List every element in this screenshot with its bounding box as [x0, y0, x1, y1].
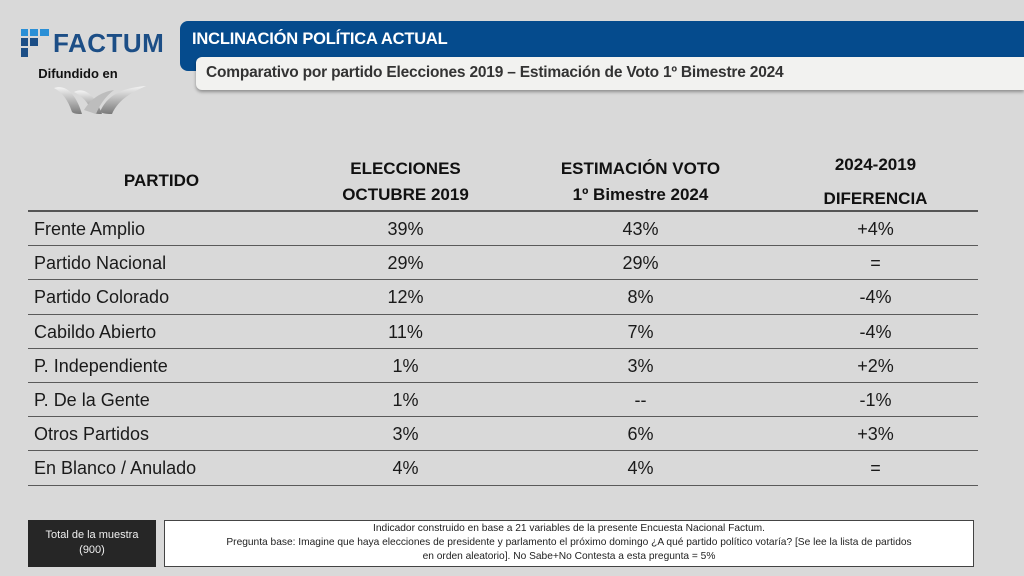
cell-estimacion-2024: 3% [627, 355, 654, 376]
cell-diferencia: = [870, 253, 881, 274]
table-row: Partido Colorado 12% 8% -4% [28, 280, 978, 315]
column-header-elecciones-2019: ELECCIONES OCTUBRE 2019 [298, 156, 513, 208]
cell-partido: Partido Nacional [34, 253, 167, 274]
sample-size: (900) [79, 544, 105, 556]
results-table: PARTIDO ELECCIONES OCTUBRE 2019 ESTIMACI… [28, 150, 978, 486]
methodology-note: Indicador construido en base a 21 variab… [164, 520, 974, 567]
sample-label: Total de la muestra [45, 529, 139, 541]
cell-elecciones-2019: 1% [392, 355, 419, 376]
tv-channel-logo-icon [54, 86, 146, 114]
table-row: Frente Amplio 39% 43% +4% [28, 212, 978, 247]
cell-elecciones-2019: 39% [387, 219, 424, 239]
sample-size-box: Total de la muestra (900) [28, 520, 156, 567]
note-line: Pregunta base: Imagine que haya eleccion… [226, 537, 912, 548]
cell-estimacion-2024: 6% [627, 424, 654, 445]
cell-estimacion-2024: 8% [627, 287, 654, 308]
cell-diferencia: -1% [859, 389, 892, 410]
cell-elecciones-2019: 1% [392, 389, 419, 410]
cell-estimacion-2024: 4% [627, 458, 654, 479]
page-title: INCLINACIÓN POLÍTICA ACTUAL [192, 30, 448, 48]
cell-estimacion-2024: 29% [622, 253, 659, 274]
cell-partido: Otros Partidos [34, 424, 150, 445]
note-line: Indicador construido en base a 21 variab… [373, 523, 765, 534]
column-header-line: DIFERENCIA [823, 189, 928, 208]
cell-diferencia: -4% [859, 287, 892, 308]
cell-diferencia: +4% [857, 219, 894, 239]
column-header-diferencia: 2024-2019 DIFERENCIA [768, 148, 983, 216]
cell-elecciones-2019: 11% [388, 321, 423, 342]
cell-partido: Partido Colorado [34, 287, 170, 308]
cell-diferencia: = [870, 458, 881, 479]
cell-diferencia: +3% [857, 424, 894, 445]
cell-elecciones-2019: 29% [387, 253, 424, 274]
cell-estimacion-2024: -- [634, 389, 647, 410]
table-row: Otros Partidos 3% 6% +3% [28, 417, 978, 452]
factum-logo: FACTUM [20, 27, 170, 61]
broadcast-label: Difundido en [38, 66, 118, 81]
subtitle-bar: Comparativo por partido Elecciones 2019 … [196, 57, 1024, 90]
cell-estimacion-2024: 43% [622, 219, 659, 239]
column-header-estimacion-2024: ESTIMACIÓN VOTO 1º Bimestre 2024 [533, 156, 748, 208]
cell-elecciones-2019: 4% [392, 458, 419, 479]
table-row: P. Independiente 1% 3% +2% [28, 349, 978, 383]
factum-mark-icon [21, 29, 49, 57]
column-header-line: ESTIMACIÓN VOTO [560, 159, 721, 178]
cell-estimacion-2024: 7% [627, 321, 654, 342]
cell-partido: Cabildo Abierto [34, 321, 157, 342]
table-row: Partido Nacional 29% 29% = [28, 246, 978, 281]
note-line: en orden aleatorio]. No Sabe+No Contesta… [422, 551, 716, 562]
table-row: P. De la Gente 1% -- -1% [28, 383, 978, 418]
cell-diferencia: +2% [857, 355, 894, 376]
column-header-partido-label: PARTIDO [123, 171, 200, 190]
column-header-line: ELECCIONES [350, 159, 461, 178]
column-header-line: 2024-2019 [834, 155, 917, 174]
cell-partido: P. De la Gente [34, 389, 150, 410]
cell-elecciones-2019: 3% [392, 424, 419, 445]
table-row: En Blanco / Anulado 4% 4% = [28, 451, 978, 486]
cell-partido: En Blanco / Anulado [34, 458, 197, 479]
table-header: PARTIDO ELECCIONES OCTUBRE 2019 ESTIMACI… [28, 150, 978, 212]
column-header-partido: PARTIDO [68, 168, 255, 194]
cell-elecciones-2019: 12% [387, 287, 424, 308]
page-subtitle: Comparativo por partido Elecciones 2019 … [206, 64, 784, 81]
cell-diferencia: -4% [859, 321, 892, 342]
table-row: Cabildo Abierto 11% 7% -4% [28, 315, 978, 349]
cell-partido: Frente Amplio [34, 219, 146, 239]
column-header-line: 1º Bimestre 2024 [572, 185, 709, 204]
cell-partido: P. Independiente [34, 355, 168, 376]
brand-name: FACTUM [53, 28, 165, 58]
column-header-line: OCTUBRE 2019 [342, 185, 469, 204]
